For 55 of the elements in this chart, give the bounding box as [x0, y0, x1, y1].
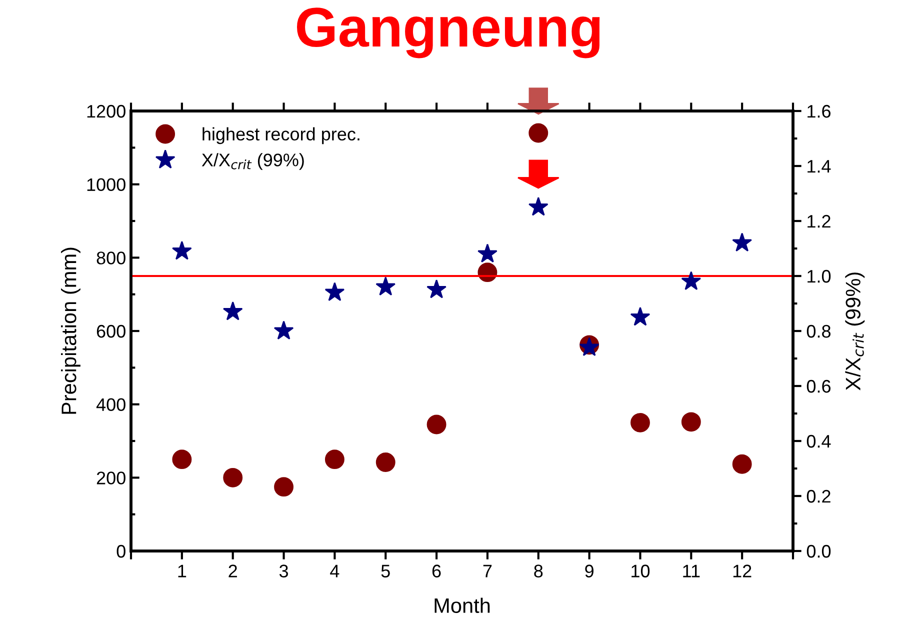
x-tick-label: 12	[733, 564, 752, 578]
point	[274, 320, 294, 340]
point	[681, 271, 702, 290]
point	[630, 306, 650, 326]
x-tick-label: 6	[432, 564, 441, 578]
y2-tick-label: 0.8	[806, 324, 831, 338]
point	[324, 282, 345, 302]
point	[324, 450, 344, 470]
y-tick-label: 400	[96, 398, 126, 412]
x-tick-label: 4	[330, 564, 340, 578]
point	[528, 123, 548, 143]
y2-tick-label: 1.6	[808, 104, 830, 118]
point	[172, 240, 192, 260]
legend-label: highest record prec.	[202, 127, 360, 144]
point	[528, 196, 548, 216]
x-axis-title: Month	[434, 598, 490, 613]
point	[732, 454, 752, 474]
point	[376, 452, 396, 472]
chart-title: Gangneung	[296, 8, 600, 58]
point	[426, 279, 446, 298]
y-tick-label: 600	[96, 324, 126, 338]
point	[732, 232, 752, 252]
y-tick-label: 800	[96, 252, 126, 264]
x-tick-label: 7	[483, 564, 492, 578]
y-tick-label: 1200	[87, 104, 126, 118]
y-tick-label: 1000	[87, 178, 126, 192]
y-axis-title: Precipitation (mm)	[61, 248, 80, 414]
x-tick-label: 8	[534, 564, 543, 578]
point	[172, 450, 192, 470]
point	[426, 414, 446, 434]
point	[274, 477, 294, 497]
x-tick-label: 5	[381, 564, 390, 578]
y2-tick-label: 0.0	[806, 544, 831, 558]
y2-tick-label: 0.2	[806, 490, 830, 503]
y-tick-label: 0	[116, 544, 126, 558]
legend-label: X/X$_{crit}$ (99%)	[202, 153, 304, 170]
y2-tick-label: 0.6	[806, 380, 830, 393]
y-tick-label: 200	[96, 472, 126, 484]
point	[681, 412, 701, 432]
point	[630, 412, 650, 432]
y2-tick-label: 1.0	[808, 270, 831, 283]
point	[223, 468, 243, 488]
x-tick-label: 9	[585, 564, 594, 578]
point	[376, 276, 396, 296]
x-tick-label: 3	[279, 564, 288, 578]
x-tick-label: 10	[632, 564, 650, 578]
y2-tick-label: 1.4	[808, 160, 831, 173]
x-tick-label: 2	[228, 564, 237, 578]
point	[478, 244, 498, 263]
y2-tick-label: 1.2	[808, 214, 830, 228]
y2-axis-title: X/X$_{crit}$ (99%)	[845, 272, 865, 390]
x-tick-label: 11	[683, 564, 700, 578]
point	[222, 301, 243, 320]
x-tick-label: 1	[178, 564, 186, 578]
y2-tick-label: 0.4	[806, 434, 831, 448]
